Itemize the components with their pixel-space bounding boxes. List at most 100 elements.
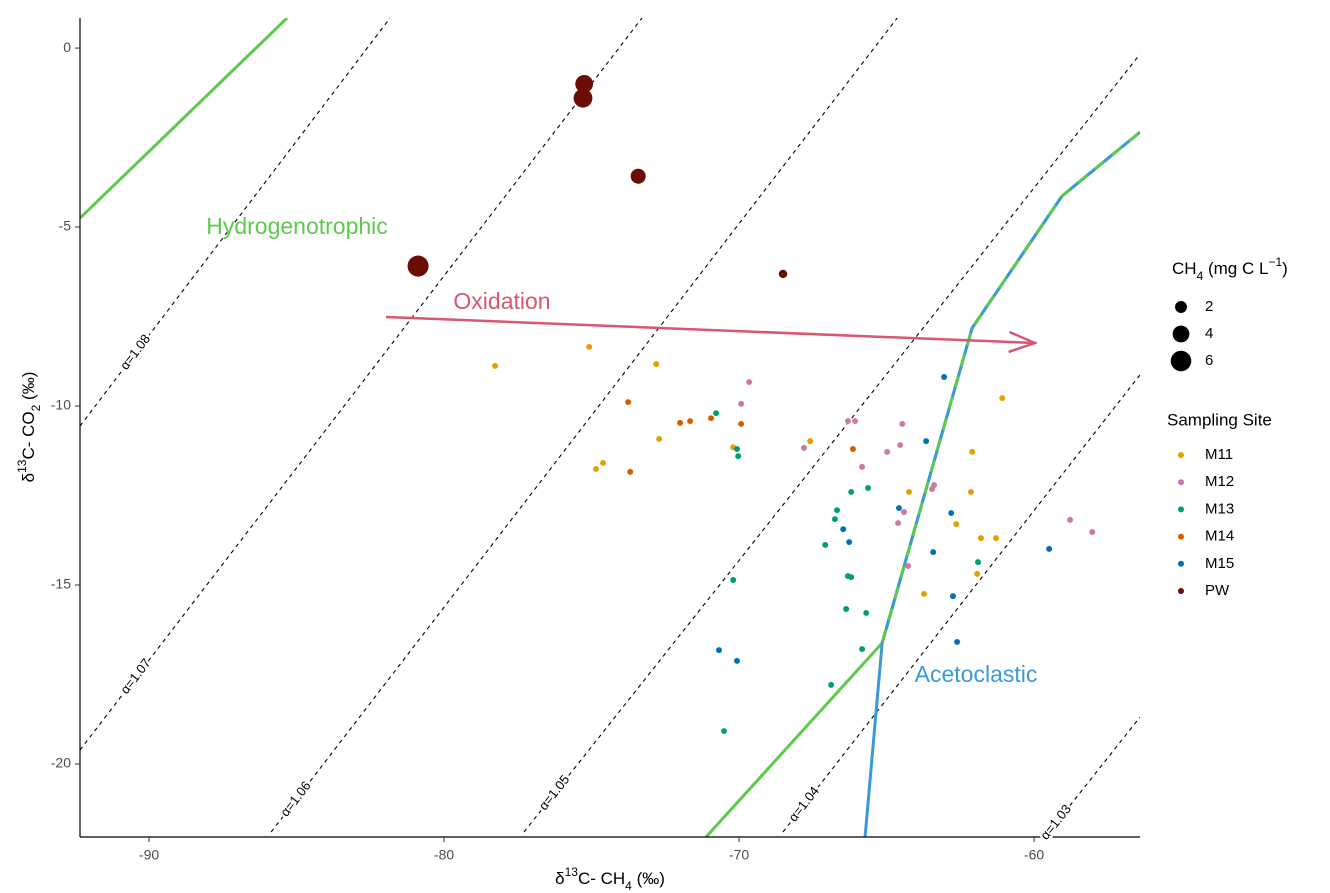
point [921,590,928,597]
legend-label: M12 [1205,473,1234,490]
x-tick-label: -90 [139,847,159,863]
size-legend-key [1172,325,1190,343]
alpha-line [523,53,1140,833]
legend-label: M15 [1205,555,1234,572]
alpha-label: α=1.04 [785,783,822,824]
boundary-label: Acetoclastic [915,661,1038,687]
size-legend-label: 4 [1205,325,1213,342]
size-legend-label: 2 [1205,298,1213,315]
y-title-part: 13 [15,459,29,473]
point [859,463,866,470]
point [969,448,976,455]
point [407,255,429,277]
point [923,438,930,445]
size-title-part: −1 [1268,255,1282,269]
legend-label: M13 [1205,500,1234,517]
legend-key [1178,533,1184,540]
x-tick-label: -80 [434,847,454,863]
point [929,486,935,493]
point [687,418,694,425]
oxidation-arrow [385,315,1035,343]
x-title-part: (‰) [632,869,665,888]
point [600,459,607,466]
boundary-line [704,131,1140,837]
size-title-part: 4 [1197,269,1204,283]
point [967,488,974,495]
point [778,269,788,279]
point [625,399,632,406]
point [656,435,663,442]
point [492,362,499,369]
point [822,541,829,548]
alpha-line [80,18,391,427]
point [828,681,835,688]
size-legend-label: 6 [1205,352,1213,369]
point [630,168,646,184]
point [831,516,838,523]
point [941,374,948,380]
point [954,638,961,645]
point [721,728,727,735]
point [653,361,660,368]
point [573,88,593,108]
legend-label: M14 [1205,528,1234,545]
y-title-part: δ [19,473,38,482]
point [734,446,740,452]
boundary-line [80,18,289,220]
point [897,442,904,449]
y-tick-label: -5 [59,218,72,234]
point [865,485,871,491]
point [593,466,599,472]
legend-label: M11 [1205,446,1233,463]
point [953,521,960,528]
point [708,415,715,422]
point [677,419,684,426]
point [974,570,981,577]
alpha-label: α=1.07 [117,656,154,697]
legend-key [1178,506,1184,513]
point [975,559,982,566]
point [843,606,850,612]
legend-key [1178,452,1184,458]
point [901,509,907,515]
x-title-part: δ [555,869,564,888]
alpha-label: α=1.06 [277,778,314,819]
x-title-part: 13 [565,865,579,879]
point [738,400,745,407]
x-axis-title: δ13C- CH4 (‰) [555,865,665,893]
point [746,379,753,386]
point [884,448,891,455]
point [734,657,740,664]
size-title-part: (mg C L [1203,259,1268,278]
alpha-label: α=1.03 [1037,801,1074,842]
x-tick-label: -70 [729,847,749,863]
point [848,488,855,495]
point [848,574,855,581]
point [906,488,912,495]
point [840,526,847,533]
legend-key [1178,479,1184,486]
x-tick-label: -60 [1024,847,1044,863]
size-legend-title: CH4 (mg C L−1) [1172,255,1288,283]
point [846,539,853,546]
point [801,444,807,451]
point [899,420,906,427]
point [948,510,955,517]
x-title-part: 4 [625,879,632,893]
legend-label: PW [1205,582,1230,599]
alpha-line [270,18,898,833]
point [905,563,912,569]
boundary-label: Hydrogenotrophic [206,213,388,239]
point [844,418,851,425]
point [852,418,858,425]
point [730,577,737,583]
point [586,343,593,350]
point [1046,545,1053,552]
y-axis-title: δ13C- CO2 (‰) [15,372,43,483]
alpha-label: α=1.05 [536,772,573,813]
point [999,395,1006,402]
plot-area [80,18,1140,837]
y-tick-label: 0 [63,39,71,55]
boundary-line [863,131,1140,837]
size-legend-key [1170,350,1192,372]
